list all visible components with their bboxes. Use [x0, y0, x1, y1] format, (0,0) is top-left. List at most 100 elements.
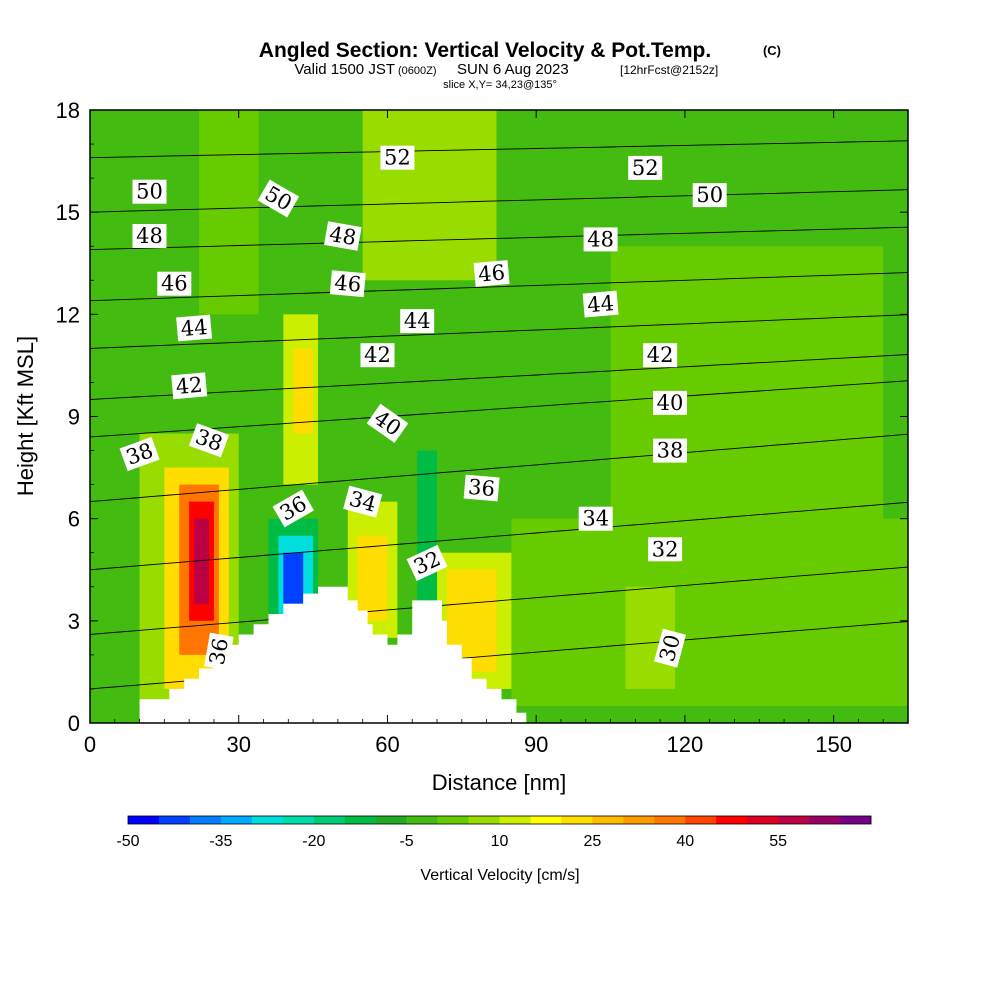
isentrope-36	[90, 501, 908, 571]
valid-time-line: Valid 1500 JST (0600Z) SUN 6 Aug 2023 [1…	[294, 61, 718, 78]
colorbar-frame	[127, 815, 872, 825]
contour-label-text: 52	[632, 156, 659, 180]
colorbar-swatch-5	[282, 816, 315, 824]
contour-label-text: 46	[477, 260, 506, 286]
contour-label-text: 34	[582, 507, 609, 531]
contour-label-bg	[653, 438, 687, 463]
isentrope-38	[90, 433, 908, 503]
contour-label-bg	[132, 179, 167, 204]
contour-label-bg	[692, 183, 727, 208]
valid-prefix: Valid 1500 JST	[294, 61, 395, 78]
contour-label-15: 42	[360, 343, 395, 368]
y-tick-label: 12	[56, 302, 80, 327]
x-tick-label: 90	[524, 732, 548, 757]
contour-label-text: 36	[467, 475, 496, 501]
colorbar-swatch-18	[685, 816, 717, 824]
contour-label-bg	[582, 290, 619, 318]
contour-label-bg	[157, 271, 192, 296]
contour-label-text: 42	[175, 373, 204, 399]
colorbar-swatch-4	[251, 816, 284, 824]
contour-label-bg	[119, 436, 160, 472]
isentrope-44	[90, 314, 908, 349]
contour-label-bg	[380, 145, 415, 170]
contour-label-25: 34	[343, 485, 383, 518]
colorbar-swatch-6	[313, 816, 346, 824]
colorbar-tick-label: 40	[676, 833, 694, 850]
y-tick-label: 3	[68, 609, 80, 634]
contour-label-text: 46	[161, 272, 188, 296]
contour-label-5: 48	[132, 224, 167, 248]
contour-label-bg	[132, 224, 167, 248]
contour-label-24: 36	[204, 632, 234, 671]
contour-label-text: 44	[404, 309, 431, 333]
contour-label-10: 46	[473, 260, 510, 287]
colorbar-tick-label: 10	[491, 833, 509, 850]
contour-label-11: 44	[176, 314, 213, 342]
isentrope-34	[90, 566, 908, 635]
colorbar-swatch-11	[468, 816, 500, 824]
velocity-cell-9	[293, 348, 314, 434]
contour-label-bg	[583, 227, 618, 252]
contour-label-bg	[648, 537, 683, 562]
colorbar-swatch-7	[344, 816, 376, 824]
colorbar-label: Vertical Velocity [cm/s]	[420, 867, 579, 884]
contour-label-text: 44	[586, 291, 615, 317]
colorbar-swatch-12	[499, 816, 531, 824]
colorbar-swatch-0	[128, 816, 160, 824]
isentrope-contours	[90, 140, 908, 723]
colorbar-swatch-23	[840, 816, 872, 824]
contour-label-text: 32	[652, 537, 679, 561]
isentrope-46	[90, 272, 908, 302]
contour-label-text: 42	[364, 343, 391, 367]
colorbar-swatch-20	[747, 816, 779, 824]
x-tick-label: 150	[815, 732, 852, 757]
colorbar-tick-label: -5	[399, 833, 413, 850]
valid-zulu: (0600Z)	[398, 65, 437, 77]
contour-label-bg	[473, 260, 510, 287]
valid-date: SUN 6 Aug 2023	[457, 61, 569, 78]
colorbar-swatch-10	[437, 816, 469, 824]
chart-title: Angled Section: Vertical Velocity & Pot.…	[259, 39, 711, 62]
y-tick-label: 0	[68, 711, 80, 736]
contour-label-bg	[272, 489, 315, 528]
colorbar-swatch-9	[406, 816, 438, 824]
contour-label-text: 44	[180, 315, 209, 341]
velocity-cell-16	[610, 246, 884, 519]
x-axis-label: Distance [nm]	[432, 770, 567, 795]
colorbar-swatch-21	[778, 816, 810, 824]
colorbar-tick-label: -50	[116, 833, 139, 850]
contour-label-12: 44	[400, 309, 435, 334]
velocity-cell-18	[362, 110, 497, 281]
colorbar-swatch-1	[158, 816, 191, 824]
forecast-tag: [12hrFcst@2152z]	[620, 63, 718, 77]
colorbar-swatch-13	[530, 816, 562, 824]
contour-label-bg	[653, 390, 687, 415]
contour-label-bg	[257, 179, 300, 218]
contour-label-text: 48	[587, 227, 614, 251]
velocity-cell-4	[194, 518, 209, 604]
x-tick-label: 30	[226, 732, 250, 757]
contour-label-text: 46	[333, 271, 362, 297]
contour-label-text: 48	[328, 222, 358, 250]
colorbar-swatch-17	[654, 816, 686, 824]
contour-label-26: 34	[578, 506, 613, 531]
contour-label-14: 42	[171, 372, 208, 400]
contour-label-bg	[176, 314, 213, 342]
contour-label-bg	[329, 270, 366, 298]
contour-label-21: 38	[653, 438, 687, 463]
y-tick-label: 6	[68, 507, 80, 532]
contour-label-bg	[343, 485, 383, 518]
contour-label-bg	[654, 628, 686, 668]
colorbar-swatch-8	[375, 816, 407, 824]
contour-label-4: 50	[692, 183, 727, 208]
isentrope-50	[90, 189, 908, 213]
contour-label-bg	[366, 403, 409, 443]
contour-label-9: 46	[329, 270, 366, 298]
contour-label-bg	[628, 155, 663, 180]
y-tick-label: 18	[56, 98, 80, 123]
colorbar-swatch-2	[189, 816, 222, 824]
contour-label-18: 40	[653, 390, 687, 415]
